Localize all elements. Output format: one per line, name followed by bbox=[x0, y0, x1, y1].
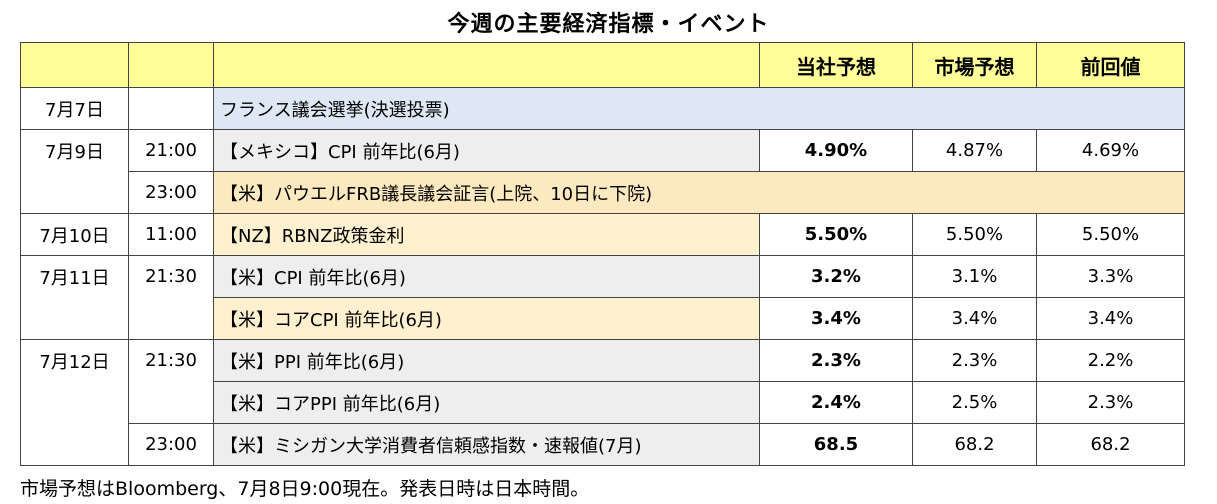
table-row: 7月10日 11:00 【NZ】RBNZ政策金利 5.50% 5.50% 5.5… bbox=[20, 213, 1185, 256]
date-cell: 7月12日 bbox=[20, 339, 129, 382]
time-cell: 21:00 bbox=[128, 129, 214, 172]
company-forecast-cell: 68.5 bbox=[759, 423, 913, 466]
table-row: 【米】コアCPI 前年比(6月) 3.4% 3.4% 3.4% bbox=[20, 297, 1185, 340]
company-forecast-cell: 4.90% bbox=[759, 129, 913, 172]
market-forecast-cell: 4.87% bbox=[912, 129, 1037, 172]
table-row: 7月7日 フランス議会選挙(決選投票) bbox=[20, 87, 1185, 130]
time-cell: 23:00 bbox=[128, 171, 214, 214]
date-cell: 7月7日 bbox=[20, 87, 129, 130]
schedule-table: 当社予想 市場予想 前回値 7月7日 フランス議会選挙(決選投票) 7月9日 2… bbox=[20, 42, 1185, 466]
footnote: 市場予想はBloomberg、7月8日9:00現在。発表日時は日本時間。 bbox=[20, 478, 590, 500]
table-row: 【米】コアPPI 前年比(6月) 2.4% 2.5% 2.3% bbox=[20, 381, 1185, 424]
market-forecast-cell: 2.3% bbox=[912, 339, 1037, 382]
header-previous: 前回値 bbox=[1036, 42, 1185, 88]
date-cell: 7月10日 bbox=[20, 213, 129, 256]
event-cell: 【米】ミシガン大学消費者信頼感指数・速報値(7月) bbox=[213, 423, 760, 466]
page-title: 今週の主要経済指標・イベント bbox=[447, 12, 770, 37]
event-cell: 【米】コアPPI 前年比(6月) bbox=[213, 381, 760, 424]
market-forecast-cell: 2.5% bbox=[912, 381, 1037, 424]
date-cell bbox=[20, 297, 129, 340]
time-cell: 21:30 bbox=[128, 339, 214, 382]
time-cell: 21:30 bbox=[128, 255, 214, 298]
header-row: 当社予想 市場予想 前回値 bbox=[20, 42, 1185, 88]
company-forecast-cell: 2.3% bbox=[759, 339, 913, 382]
event-cell: 【メキシコ】CPI 前年比(6月) bbox=[213, 129, 760, 172]
table-row: 7月12日 21:30 【米】PPI 前年比(6月) 2.3% 2.3% 2.2… bbox=[20, 339, 1185, 382]
market-forecast-cell: 5.50% bbox=[912, 213, 1037, 256]
company-forecast-cell: 2.4% bbox=[759, 381, 913, 424]
previous-cell: 5.50% bbox=[1036, 213, 1185, 256]
table-row: 7月11日 21:30 【米】CPI 前年比(6月) 3.2% 3.1% 3.3… bbox=[20, 255, 1185, 298]
time-cell bbox=[128, 87, 214, 130]
header-market-forecast: 市場予想 bbox=[912, 42, 1037, 88]
header-company-forecast: 当社予想 bbox=[759, 42, 913, 88]
event-cell: 【米】コアCPI 前年比(6月) bbox=[213, 297, 760, 340]
date-cell: 7月9日 bbox=[20, 129, 129, 172]
market-forecast-cell: 3.4% bbox=[912, 297, 1037, 340]
previous-cell: 3.4% bbox=[1036, 297, 1185, 340]
date-cell bbox=[20, 423, 129, 466]
event-cell: 【NZ】RBNZ政策金利 bbox=[213, 213, 760, 256]
market-forecast-cell: 68.2 bbox=[912, 423, 1037, 466]
company-forecast-cell: 3.2% bbox=[759, 255, 913, 298]
previous-cell: 68.2 bbox=[1036, 423, 1185, 466]
table-row: 7月9日 21:00 【メキシコ】CPI 前年比(6月) 4.90% 4.87%… bbox=[20, 129, 1185, 172]
previous-cell: 4.69% bbox=[1036, 129, 1185, 172]
header-event bbox=[213, 42, 760, 88]
event-cell: 【米】CPI 前年比(6月) bbox=[213, 255, 760, 298]
date-cell bbox=[20, 171, 129, 214]
previous-cell: 3.3% bbox=[1036, 255, 1185, 298]
company-forecast-cell: 3.4% bbox=[759, 297, 913, 340]
event-cell: 【米】PPI 前年比(6月) bbox=[213, 339, 760, 382]
time-cell bbox=[128, 297, 214, 340]
market-forecast-cell: 3.1% bbox=[912, 255, 1037, 298]
time-cell: 11:00 bbox=[128, 213, 214, 256]
header-time bbox=[128, 42, 214, 88]
previous-cell: 2.2% bbox=[1036, 339, 1185, 382]
time-cell: 23:00 bbox=[128, 423, 214, 466]
header-date bbox=[20, 42, 129, 88]
previous-cell: 2.3% bbox=[1036, 381, 1185, 424]
event-cell: 【米】パウエルFRB議長議会証言(上院、10日に下院) bbox=[213, 171, 1185, 214]
event-cell: フランス議会選挙(決選投票) bbox=[213, 87, 1185, 130]
table-row: 23:00 【米】ミシガン大学消費者信頼感指数・速報値(7月) 68.5 68.… bbox=[20, 423, 1185, 466]
date-cell: 7月11日 bbox=[20, 255, 129, 298]
table-row: 23:00 【米】パウエルFRB議長議会証言(上院、10日に下院) bbox=[20, 171, 1185, 214]
company-forecast-cell: 5.50% bbox=[759, 213, 913, 256]
time-cell bbox=[128, 381, 214, 424]
date-cell bbox=[20, 381, 129, 424]
